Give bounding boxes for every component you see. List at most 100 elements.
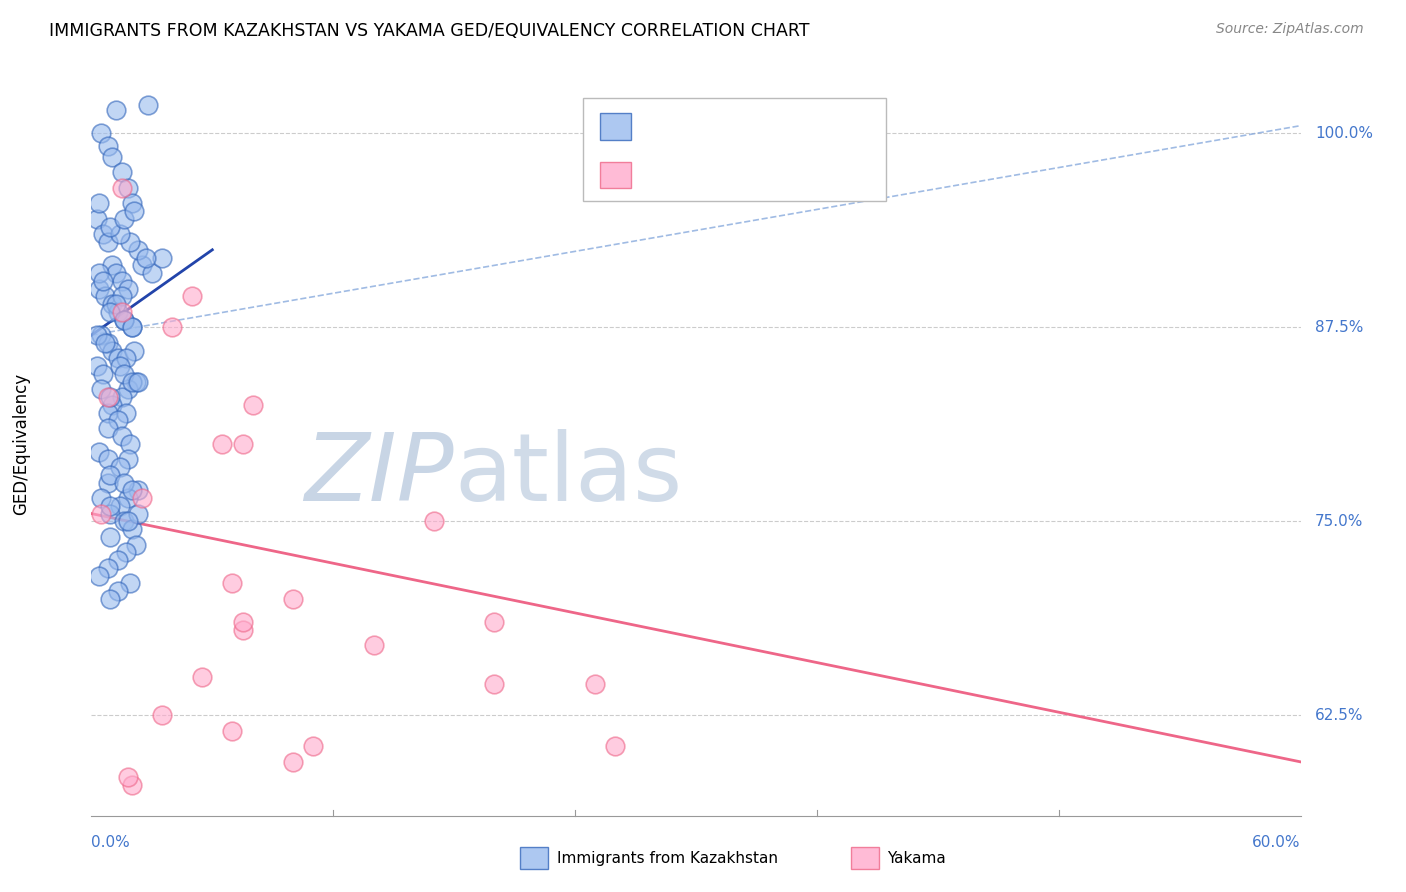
Point bbox=[112, 514, 135, 528]
Text: Source: ZipAtlas.com: Source: ZipAtlas.com bbox=[1216, 22, 1364, 37]
Point bbox=[94, 335, 117, 350]
Point bbox=[117, 514, 139, 528]
Point bbox=[86, 328, 108, 343]
Point bbox=[100, 343, 122, 358]
Point bbox=[121, 483, 143, 498]
Point bbox=[117, 491, 139, 505]
Point bbox=[231, 436, 253, 450]
Text: Immigrants from Kazakhstan: Immigrants from Kazakhstan bbox=[557, 851, 778, 865]
Point bbox=[114, 406, 136, 420]
Point bbox=[90, 328, 112, 343]
Point bbox=[98, 219, 121, 234]
Point bbox=[107, 305, 129, 319]
Point bbox=[181, 289, 204, 303]
Point bbox=[127, 507, 149, 521]
Point bbox=[127, 483, 149, 498]
Point bbox=[98, 305, 121, 319]
Text: atlas: atlas bbox=[454, 429, 682, 521]
Point bbox=[141, 266, 163, 280]
Point bbox=[484, 677, 506, 691]
Point bbox=[111, 390, 132, 404]
Point bbox=[94, 289, 117, 303]
Point bbox=[117, 771, 139, 785]
Point bbox=[121, 522, 143, 536]
Point bbox=[96, 452, 118, 467]
Point bbox=[107, 413, 129, 427]
Point bbox=[90, 507, 112, 521]
Point bbox=[100, 398, 122, 412]
Point bbox=[125, 538, 148, 552]
Point bbox=[108, 499, 131, 513]
Point bbox=[96, 475, 118, 490]
Point bbox=[131, 258, 153, 272]
Point bbox=[107, 553, 129, 567]
Point bbox=[191, 669, 214, 683]
Text: IMMIGRANTS FROM KAZAKHSTAN VS YAKAMA GED/EQUIVALENCY CORRELATION CHART: IMMIGRANTS FROM KAZAKHSTAN VS YAKAMA GED… bbox=[49, 22, 810, 40]
Point bbox=[122, 204, 145, 219]
Point bbox=[121, 196, 143, 211]
Point bbox=[150, 708, 173, 723]
Point bbox=[96, 138, 118, 153]
Point bbox=[100, 150, 122, 164]
Point bbox=[121, 320, 143, 334]
Point bbox=[86, 211, 108, 226]
Point bbox=[135, 251, 157, 265]
Point bbox=[231, 623, 253, 637]
Text: 100.0%: 100.0% bbox=[1315, 126, 1374, 141]
Point bbox=[111, 289, 132, 303]
Point bbox=[104, 297, 127, 311]
Point bbox=[117, 180, 139, 194]
Text: R =  0.112   N = 92: R = 0.112 N = 92 bbox=[643, 120, 825, 135]
Point bbox=[89, 568, 111, 582]
Point bbox=[221, 723, 243, 738]
Point bbox=[131, 491, 153, 505]
Point bbox=[111, 180, 132, 194]
Point bbox=[302, 739, 325, 754]
Point bbox=[121, 778, 143, 792]
Point bbox=[122, 343, 145, 358]
Text: 87.5%: 87.5% bbox=[1315, 320, 1364, 334]
Point bbox=[150, 251, 173, 265]
Point bbox=[96, 561, 118, 575]
Point bbox=[127, 243, 149, 257]
Point bbox=[160, 320, 183, 334]
Point bbox=[108, 460, 131, 475]
Point bbox=[221, 576, 243, 591]
Point bbox=[111, 274, 132, 288]
Text: Yakama: Yakama bbox=[887, 851, 946, 865]
Point bbox=[107, 584, 129, 599]
Point bbox=[118, 235, 141, 249]
Point bbox=[112, 367, 135, 381]
Text: R = -0.417   N = 27: R = -0.417 N = 27 bbox=[643, 168, 825, 183]
Point bbox=[118, 436, 141, 450]
Text: 75.0%: 75.0% bbox=[1315, 514, 1364, 529]
Point bbox=[98, 591, 121, 606]
Point bbox=[89, 266, 111, 280]
Point bbox=[281, 755, 304, 769]
Point bbox=[114, 351, 136, 366]
Point bbox=[118, 576, 141, 591]
Point bbox=[98, 499, 121, 513]
Point bbox=[96, 421, 118, 435]
Point bbox=[242, 398, 264, 412]
Point bbox=[98, 390, 121, 404]
Point bbox=[90, 383, 112, 397]
Point bbox=[111, 429, 132, 443]
Text: 0.0%: 0.0% bbox=[91, 835, 131, 850]
Point bbox=[93, 367, 115, 381]
Point bbox=[112, 312, 135, 326]
Point bbox=[93, 227, 115, 242]
Point bbox=[104, 103, 127, 117]
Point bbox=[231, 615, 253, 630]
Point bbox=[112, 211, 135, 226]
Point bbox=[98, 530, 121, 544]
Point bbox=[107, 351, 129, 366]
Point bbox=[114, 545, 136, 559]
Point bbox=[117, 452, 139, 467]
Point bbox=[90, 127, 112, 141]
Point bbox=[96, 235, 118, 249]
Point bbox=[112, 475, 135, 490]
Text: ZIP: ZIP bbox=[305, 429, 454, 520]
Point bbox=[98, 507, 121, 521]
Text: GED/Equivalency: GED/Equivalency bbox=[11, 373, 30, 515]
